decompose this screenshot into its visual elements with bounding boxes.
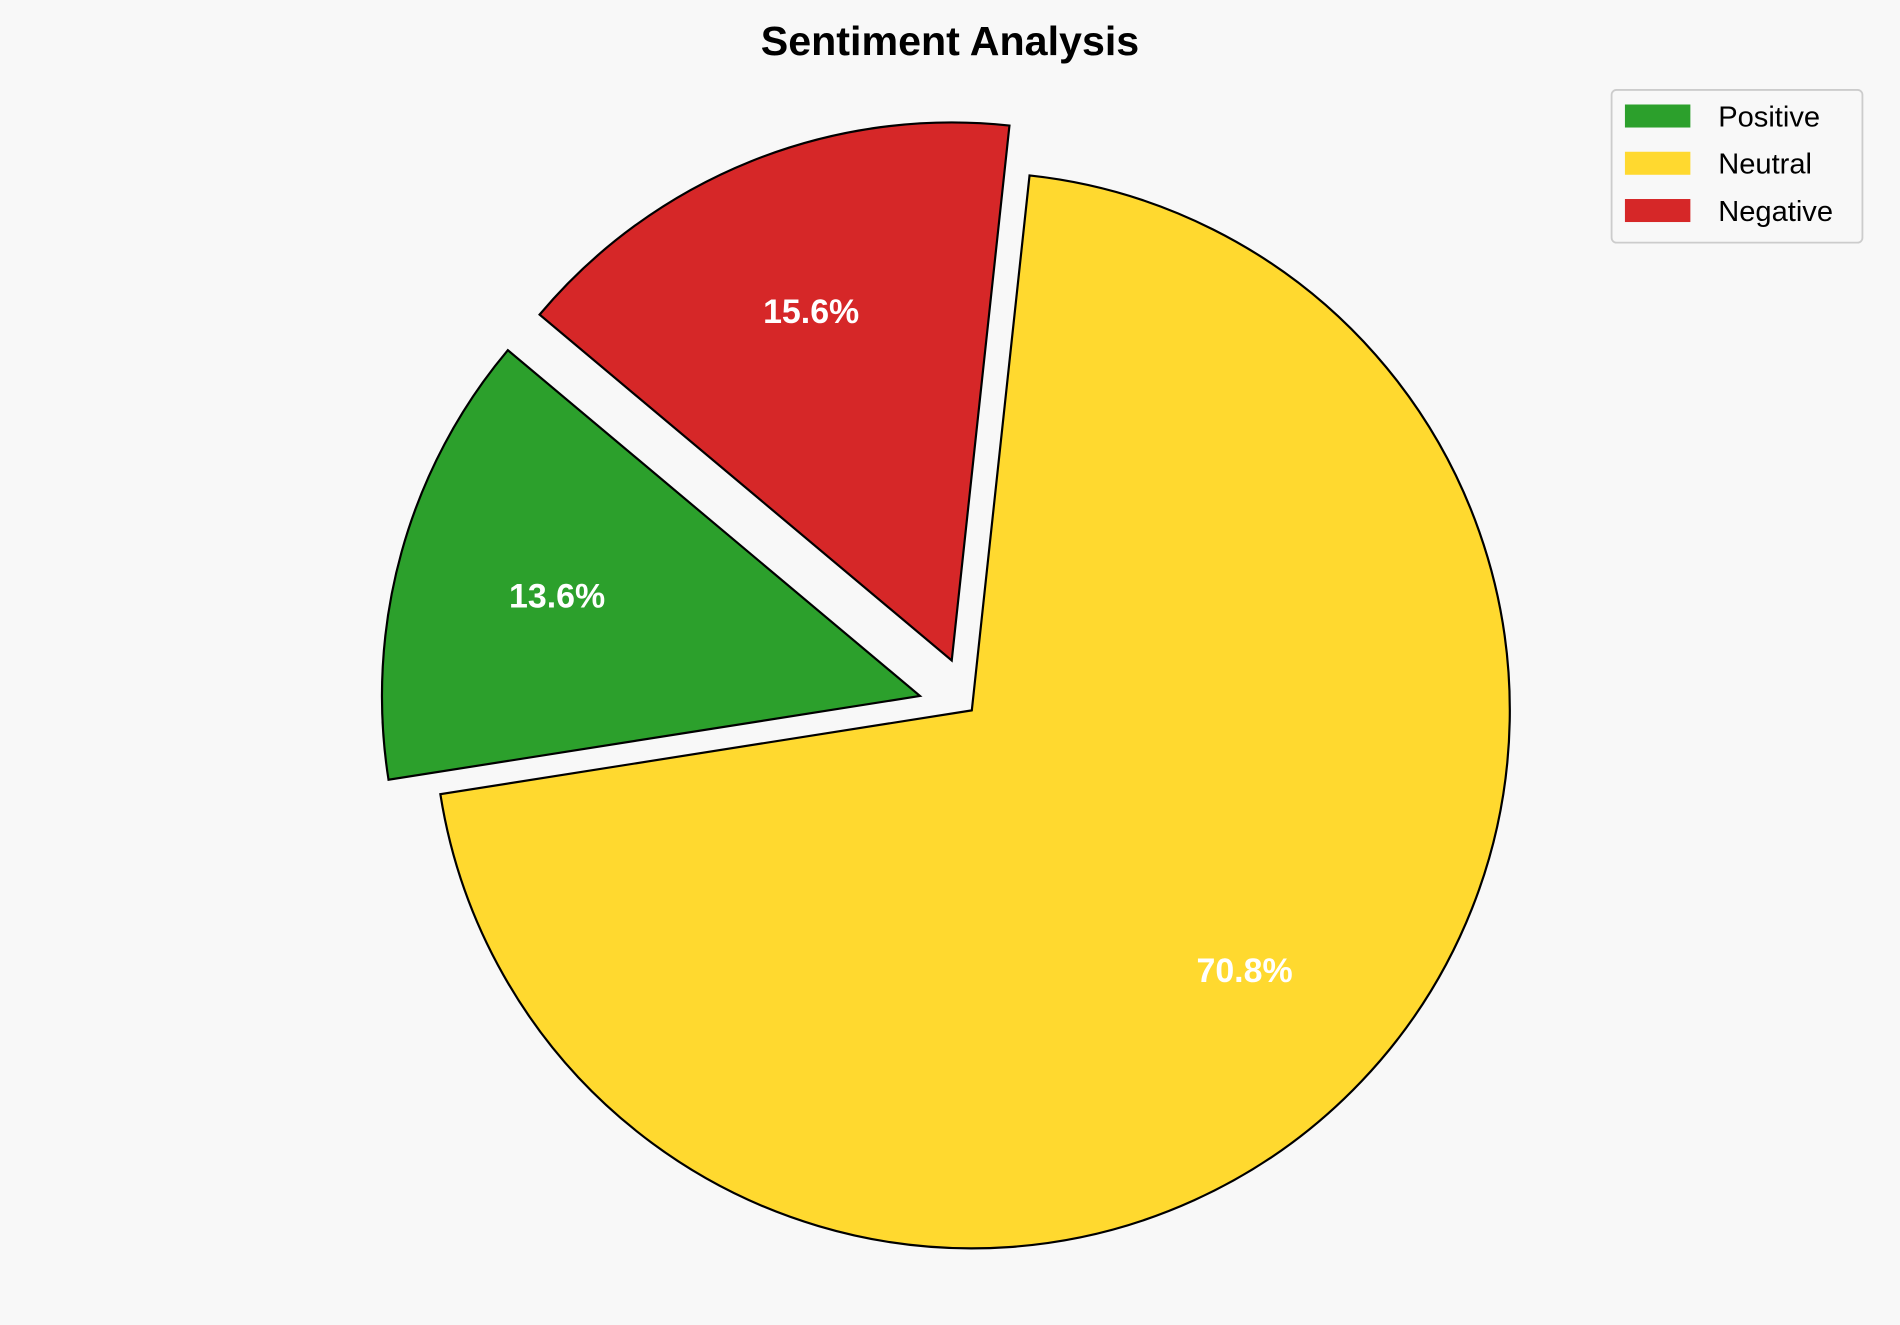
legend-label-neutral: Neutral (1718, 149, 1812, 181)
legend-label-positive: Positive (1718, 101, 1820, 133)
pie-slice-neutral (439, 174, 1511, 1250)
legend: Positive Neutral Negative (1610, 89, 1864, 244)
slice-label-negative: 15.6% (763, 293, 859, 331)
pie-slice-positive (380, 348, 923, 782)
legend-label-negative: Negative (1718, 196, 1833, 228)
legend-swatch-neutral (1624, 151, 1691, 175)
slice-label-neutral: 70.8% (1196, 952, 1292, 990)
chart-title: Sentiment Analysis (761, 18, 1139, 64)
legend-swatch-positive (1624, 104, 1691, 128)
slice-label-positive: 13.6% (509, 577, 605, 615)
pie-slice-negative (538, 121, 1011, 663)
legend-swatch-negative (1624, 199, 1691, 223)
